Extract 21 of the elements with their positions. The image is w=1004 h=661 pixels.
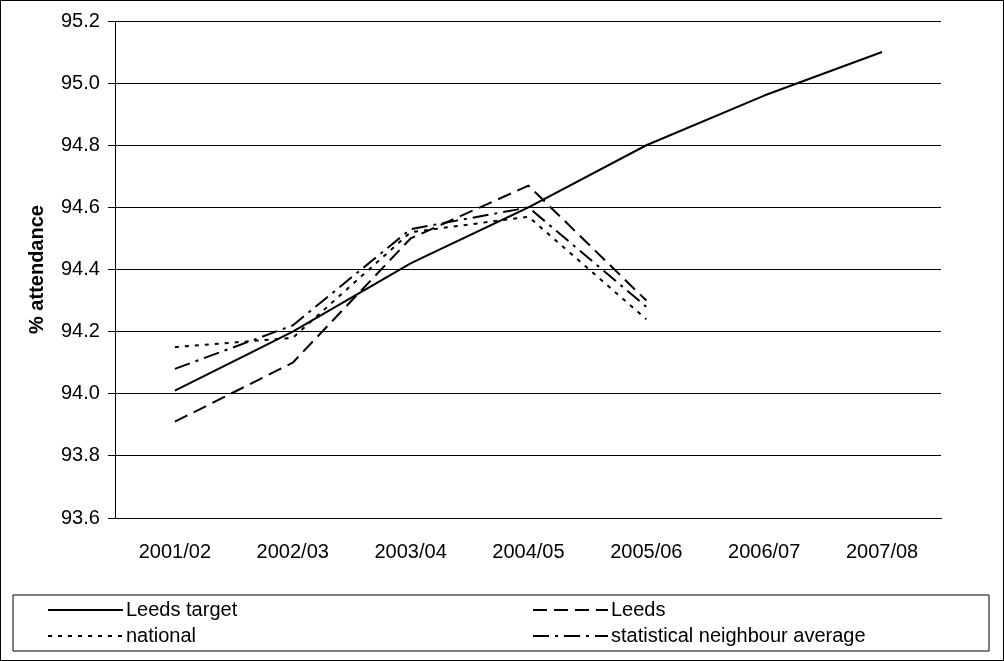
legend-label: national <box>126 623 197 646</box>
x-tick-label: 2005/06 <box>610 539 683 562</box>
y-tick-label: 94.2 <box>60 319 100 342</box>
y-tick-label: 94.8 <box>60 132 100 155</box>
y-tick-label: 93.8 <box>60 443 100 466</box>
y-tick-label: 95.2 <box>60 8 100 31</box>
legend-label: Leeds target <box>126 597 238 620</box>
x-tick-label: 2002/03 <box>256 539 329 562</box>
legend-label: Leeds <box>611 597 666 620</box>
y-tick-label: 93.6 <box>60 505 100 528</box>
x-tick-label: 2004/05 <box>492 539 565 562</box>
legend-label: statistical neighbour average <box>611 623 866 646</box>
y-tick-label: 94.0 <box>60 381 100 404</box>
x-tick-label: 2007/08 <box>845 539 919 562</box>
x-tick-label: 2001/02 <box>138 539 212 562</box>
y-tick-label: 94.4 <box>60 257 100 280</box>
x-tick-label: 2006/07 <box>728 539 801 562</box>
x-tick-label: 2003/04 <box>374 539 447 562</box>
y-axis-title: % attendance <box>24 205 47 334</box>
y-tick-label: 94.6 <box>60 194 100 217</box>
y-tick-label: 95.0 <box>60 70 100 93</box>
